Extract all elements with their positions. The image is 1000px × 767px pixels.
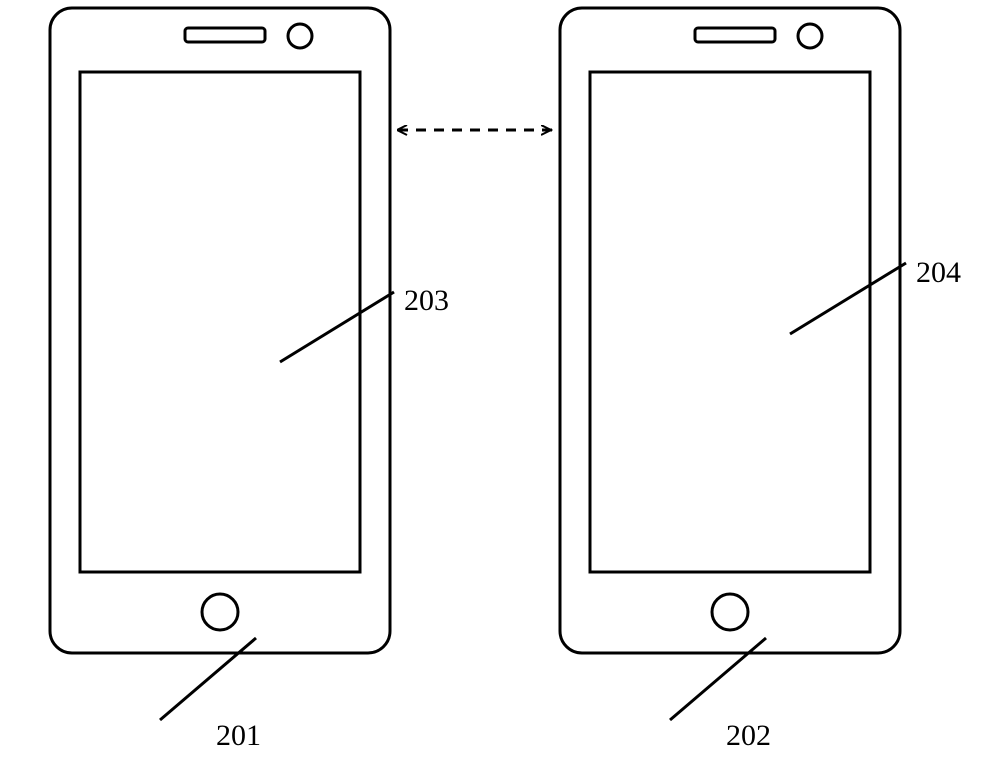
callout-leader	[160, 638, 256, 720]
callout-leader	[280, 292, 394, 362]
callout-202: 202	[670, 638, 771, 752]
callout-201: 201	[160, 638, 261, 752]
phone-home-button	[202, 594, 238, 630]
callout-label: 201	[216, 719, 261, 752]
phone-speaker	[185, 28, 265, 42]
callout-leader	[790, 263, 906, 334]
phone-body	[560, 8, 900, 653]
phone-right	[560, 8, 900, 653]
phone-speaker	[695, 28, 775, 42]
phone-screen	[80, 72, 360, 572]
callout-leader	[670, 638, 766, 720]
phone-left	[50, 8, 390, 653]
phone-camera	[798, 24, 822, 48]
phone-body	[50, 8, 390, 653]
callout-label: 204	[916, 256, 961, 289]
phone-home-button	[712, 594, 748, 630]
phone-camera	[288, 24, 312, 48]
phone-screen	[590, 72, 870, 572]
callout-label: 202	[726, 719, 771, 752]
callout-204: 204	[790, 256, 961, 334]
callout-label: 203	[404, 284, 449, 317]
callout-203: 203	[280, 284, 449, 362]
